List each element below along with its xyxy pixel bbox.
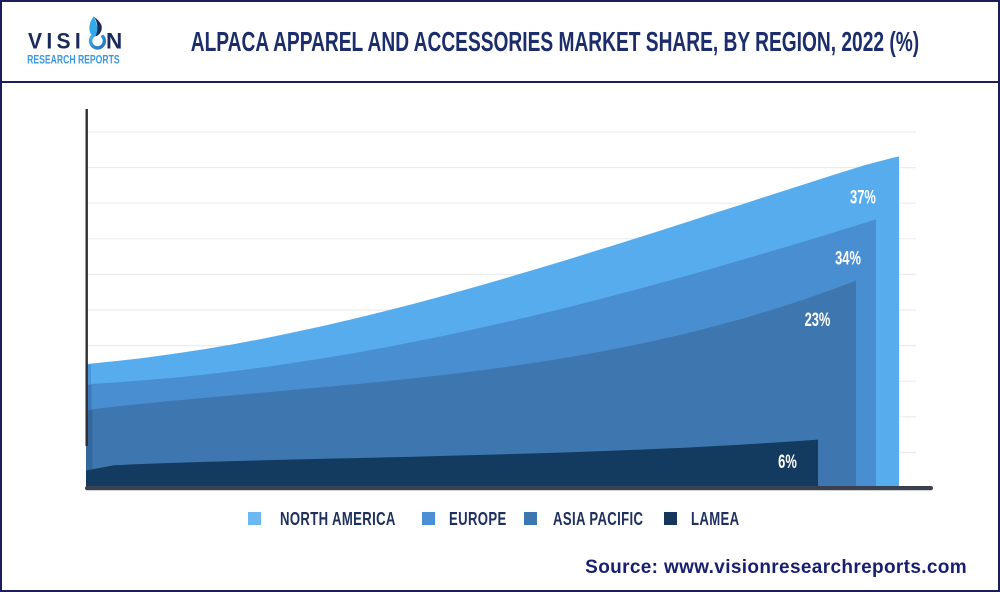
svg-text:34%: 34% — [835, 248, 861, 269]
svg-text:RESEARCH REPORTS: RESEARCH REPORTS — [27, 54, 120, 67]
svg-text:37%: 37% — [850, 187, 876, 208]
svg-text:VISI: VISI — [28, 29, 85, 54]
svg-text:23%: 23% — [805, 310, 831, 331]
svg-text:6%: 6% — [778, 452, 797, 473]
svg-text:N: N — [106, 29, 122, 54]
